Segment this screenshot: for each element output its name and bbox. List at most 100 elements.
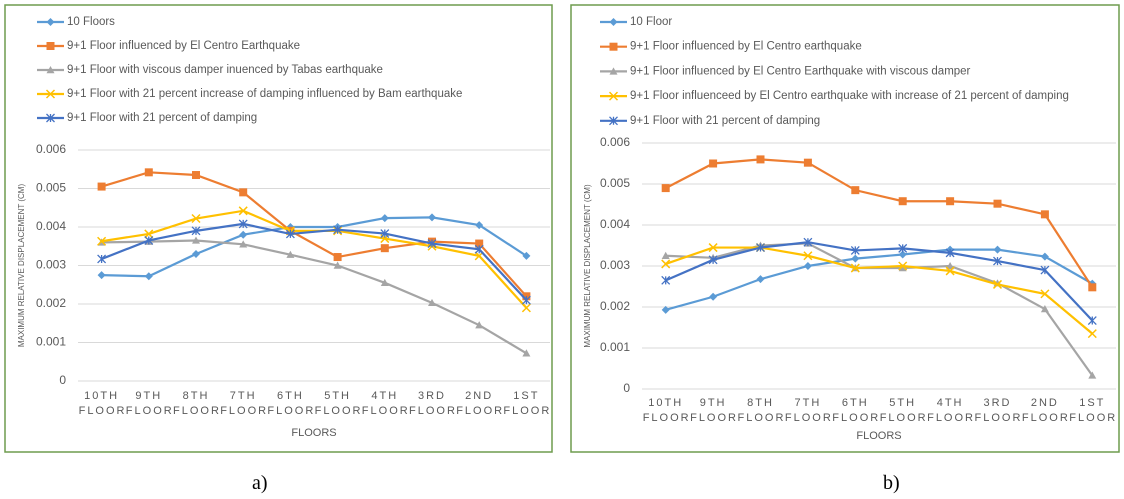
x-tick-label: 3RD FLOOR — [974, 397, 1023, 424]
marker — [521, 295, 531, 305]
legend-label: 9+1 Floor with 21 percent increase of da… — [67, 88, 462, 100]
marker — [144, 272, 153, 281]
y-tick-label: 0 — [59, 373, 66, 387]
series-line — [101, 171, 528, 298]
marker — [144, 168, 153, 177]
y-tick-label: 0.001 — [36, 335, 66, 349]
series-line — [101, 216, 528, 278]
x-tick-label: 6TH FLOOR — [267, 390, 316, 417]
marker — [756, 243, 765, 253]
marker — [992, 279, 1003, 289]
y-tick-label: 0.005 — [36, 181, 66, 195]
marker — [285, 229, 295, 239]
marker — [191, 213, 201, 224]
y-tick-label: 0.006 — [36, 142, 66, 156]
series-line — [665, 158, 1094, 288]
x-tick-label: 1ST FLOOR — [1069, 397, 1118, 424]
x-tick-label: 9TH FLOOR — [125, 390, 174, 417]
marker — [380, 244, 389, 253]
marker — [239, 188, 248, 197]
marker — [1040, 305, 1049, 313]
marker — [851, 186, 860, 195]
marker — [661, 259, 671, 269]
marker — [850, 263, 860, 273]
marker — [333, 261, 342, 269]
y-tick-label: 0.003 — [36, 258, 66, 272]
marker — [851, 254, 860, 263]
marker — [661, 251, 670, 259]
marker — [144, 229, 154, 239]
marker — [898, 250, 907, 259]
marker — [946, 262, 955, 270]
marker — [427, 239, 437, 249]
y-tick-label: 0.006 — [600, 135, 630, 149]
x-tick-label: 10TH FLOOR — [78, 390, 127, 417]
marker — [993, 245, 1002, 254]
legend-label: 9+1 Floor influenced by El Centro earthq… — [630, 41, 862, 53]
marker — [428, 213, 436, 222]
series-line — [101, 239, 527, 355]
marker — [661, 305, 670, 314]
legend-label: 9+1 Floor influenceed by El Centro earth… — [630, 90, 1069, 102]
legend-label: 10 Floor — [630, 16, 672, 28]
marker — [898, 261, 908, 271]
marker — [803, 237, 813, 247]
y-axis-label: MAXIMUM RELATIVE DISPLACEMENT (CM) — [17, 184, 26, 348]
y-tick-label: 0.004 — [600, 217, 630, 231]
marker — [239, 240, 248, 248]
marker — [238, 206, 248, 216]
marker — [708, 255, 718, 265]
y-tick-label: 0.004 — [36, 219, 66, 233]
x-tick-label: 2ND FLOOR — [1021, 397, 1070, 424]
marker — [1087, 316, 1097, 325]
x-tick-label: 9TH FLOOR — [690, 397, 738, 424]
y-tick-label: 0.003 — [600, 258, 630, 272]
marker — [709, 159, 718, 168]
marker — [993, 256, 1002, 266]
series-line — [665, 241, 1094, 322]
y-tick-label: 0 — [623, 381, 630, 395]
chart-frame — [570, 4, 1120, 453]
chart-frame — [4, 4, 553, 453]
y-tick-label: 0.002 — [600, 299, 630, 313]
legend-marker — [608, 91, 619, 101]
x-tick-label: 7TH FLOOR — [220, 390, 269, 417]
marker — [993, 199, 1002, 208]
marker — [521, 303, 531, 313]
marker — [97, 182, 106, 191]
x-tick-label: 4TH FLOOR — [361, 390, 410, 417]
marker — [522, 349, 531, 357]
series-line — [101, 222, 528, 301]
marker — [380, 278, 389, 287]
x-tick-label: 8TH FLOOR — [737, 397, 786, 424]
marker — [97, 271, 106, 280]
marker — [1087, 329, 1097, 339]
marker — [1040, 252, 1049, 261]
x-axis-label: FLOORS — [856, 430, 901, 442]
marker — [898, 264, 907, 272]
marker — [946, 197, 955, 206]
marker — [191, 226, 201, 236]
series-line — [665, 248, 1093, 311]
x-tick-label: 10TH FLOOR — [642, 397, 691, 424]
marker — [97, 254, 107, 264]
marker — [380, 229, 390, 239]
marker — [803, 158, 812, 167]
marker — [898, 243, 908, 253]
x-tick-label: 6TH FLOOR — [832, 397, 881, 424]
marker — [286, 250, 295, 258]
marker — [661, 275, 671, 285]
legend-marker — [609, 18, 618, 26]
marker — [945, 266, 955, 276]
marker — [428, 298, 436, 307]
x-tick-label: 8TH FLOOR — [173, 390, 221, 417]
marker — [756, 275, 765, 284]
legend-marker — [46, 66, 55, 74]
marker — [756, 155, 765, 164]
marker — [850, 245, 860, 255]
x-tick-label: 1ST FLOOR — [503, 390, 552, 417]
marker — [522, 251, 531, 260]
legend-marker — [609, 116, 618, 126]
legend-label: 9+1 Floor with 21 percent of damping — [630, 115, 820, 127]
